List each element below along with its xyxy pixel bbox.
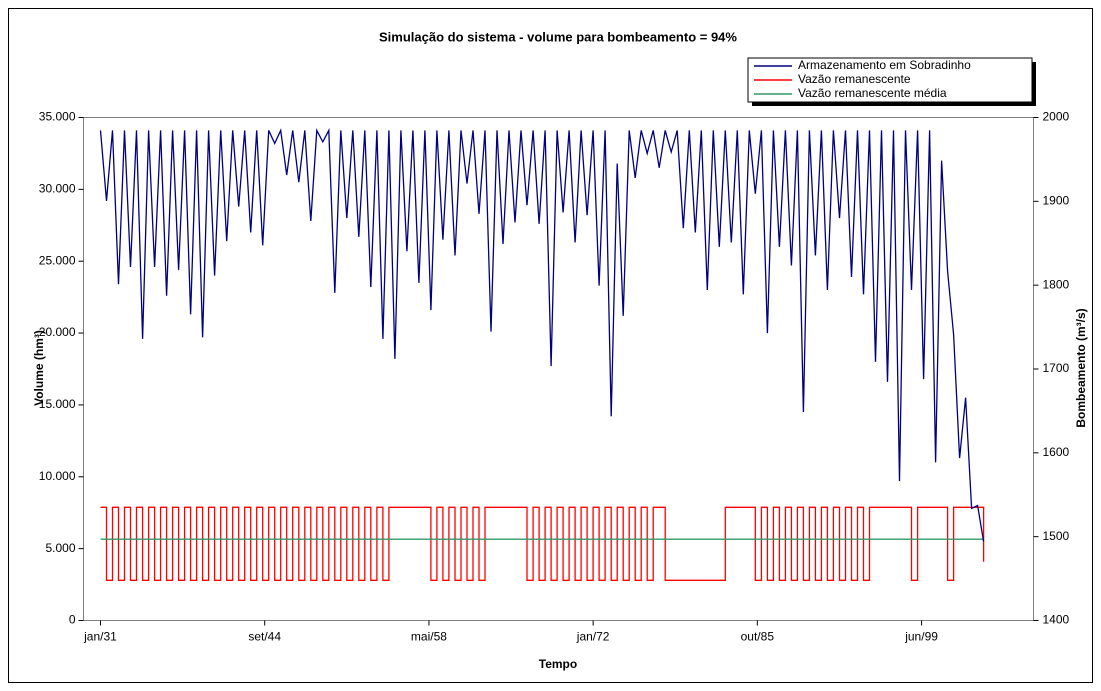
- y2-tick-label: 2000: [1043, 110, 1070, 124]
- x-tick-label: mai/58: [411, 630, 447, 644]
- y-tick-label: 30.000: [39, 182, 76, 196]
- y2-axis-label: Bombeamento (m³/s): [1074, 308, 1088, 427]
- y-tick-label: 15.000: [39, 397, 76, 411]
- y2-tick-label: 1400: [1043, 613, 1070, 627]
- legend-label: Vazão remanescente: [798, 72, 911, 86]
- series-line: [99, 127, 985, 542]
- x-axis-label: Tempo: [539, 657, 577, 671]
- legend-label: Vazão remanescente média: [798, 86, 947, 100]
- y2-tick-label: 1600: [1043, 445, 1070, 459]
- y-tick-label: 25.000: [39, 253, 76, 267]
- x-tick-label: jan/72: [576, 630, 610, 644]
- legend-label: Armazenamento em Sobradinho: [798, 58, 971, 72]
- y2-tick-label: 1500: [1043, 529, 1070, 543]
- y2-tick-label: 1900: [1043, 194, 1070, 208]
- y2-tick-label: 1700: [1043, 361, 1070, 375]
- y-tick-label: 0: [69, 613, 76, 627]
- y-tick-label: 20.000: [39, 325, 76, 339]
- y-axis-label: Volume (hm³): [32, 330, 46, 406]
- chart-title: Simulação do sistema - volume para bombe…: [379, 29, 737, 44]
- x-tick-label: out/85: [741, 630, 775, 644]
- x-tick-label: jun/99: [904, 630, 938, 644]
- series-line: [100, 506, 985, 581]
- y-tick-label: 5.000: [45, 541, 75, 555]
- x-tick-label: set/44: [248, 630, 281, 644]
- x-tick-label: jan/31: [83, 630, 117, 644]
- y-tick-label: 10.000: [39, 469, 76, 483]
- y2-tick-label: 1800: [1043, 277, 1070, 291]
- y-tick-label: 35.000: [39, 110, 76, 124]
- legend: [747, 57, 1033, 103]
